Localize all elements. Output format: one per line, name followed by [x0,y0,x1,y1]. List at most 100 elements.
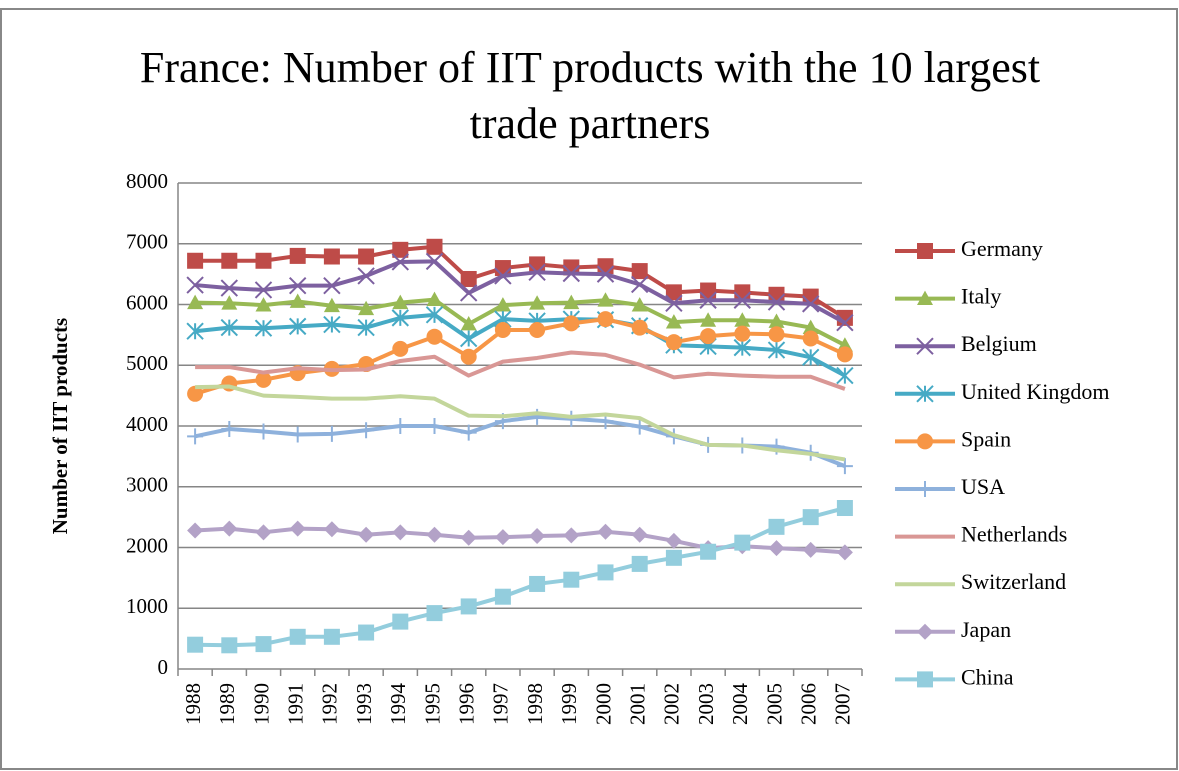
marker [917,623,933,640]
marker [460,424,477,441]
marker [255,423,272,440]
marker [836,500,853,517]
marker [426,526,443,543]
y-tick-label: 6000 [126,290,168,314]
marker [289,520,306,537]
marker [459,284,478,302]
x-tick-label: 1992 [318,683,342,725]
marker [459,329,478,348]
marker [323,521,340,538]
marker [221,295,238,310]
marker [426,328,443,345]
marker [186,276,204,294]
marker [392,418,409,434]
marker [802,509,819,526]
marker [917,243,933,259]
marker [494,588,511,605]
x-tick-label: 1991 [284,683,308,725]
marker [700,312,717,327]
marker [563,294,580,310]
x-tick-label: 2006 [797,683,821,725]
marker [255,252,272,269]
marker [323,276,341,295]
series-line [194,414,846,468]
marker [631,555,648,572]
marker [357,318,375,337]
marker [426,418,443,434]
x-tick-label: 1998 [523,683,547,725]
marker [391,253,410,271]
marker [460,529,477,546]
y-tick-label: 0 [158,655,169,679]
legend-label: Belgium [961,331,1037,356]
marker [425,306,444,324]
series-line [195,297,846,347]
marker [187,428,204,445]
marker [767,341,786,359]
marker [323,297,340,313]
marker [392,340,409,357]
marker [801,295,820,313]
marker [562,264,581,283]
marker [460,270,477,287]
marker [392,524,409,541]
legend-label: Italy [961,284,1001,309]
legend-label: Switzerland [961,569,1066,594]
x-tick-label: 1997 [489,683,513,725]
marker [289,628,306,645]
marker [392,241,409,258]
marker [358,300,375,316]
marker [665,549,682,566]
x-tick-label: 2002 [660,683,684,725]
marker [220,318,239,337]
y-tick-label: 2000 [126,533,168,557]
marker [323,315,341,334]
marker [801,348,820,367]
marker [917,433,933,450]
marker [768,518,785,535]
marker [323,425,340,442]
x-tick-label: 1995 [420,683,444,725]
marker [665,334,682,351]
marker [220,279,239,297]
legend-label: China [961,664,1014,689]
marker [221,421,238,438]
marker [700,328,717,345]
marker [917,290,933,305]
marker [187,294,204,310]
marker [221,520,238,537]
y-tick-label: 7000 [126,230,168,254]
marker [255,636,272,653]
marker [426,291,443,307]
series-line [194,259,846,325]
series-line [194,312,846,378]
legend-label: Germany [961,236,1043,261]
marker [802,319,819,334]
marker [460,315,477,331]
marker [665,532,682,549]
legend-label: Spain [961,426,1011,451]
marker [734,312,751,327]
marker [597,564,614,581]
marker [494,529,511,546]
marker [563,315,580,332]
marker [289,426,306,443]
marker [734,534,751,551]
marker [358,526,375,543]
marker [700,282,717,299]
legend-label: Japan [961,617,1011,642]
marker [187,252,204,269]
marker [563,527,580,544]
marker [916,337,934,355]
marker [529,322,546,339]
x-tick-label: 2005 [762,683,786,725]
marker [631,263,648,280]
legend-label: Netherlands [961,522,1067,547]
chart-title: France: Number of IIT products with the … [139,43,1041,148]
marker [187,385,204,402]
x-tick-label: 1994 [386,683,410,726]
x-tick-label: 1993 [352,683,376,725]
marker [323,628,340,645]
